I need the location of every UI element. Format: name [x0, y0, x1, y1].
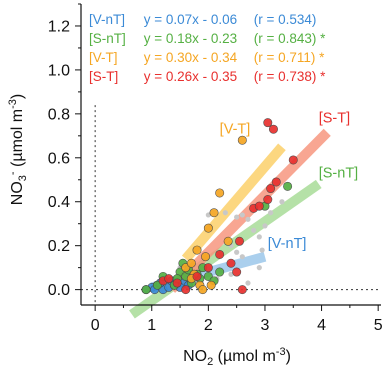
y-tick-label-0: 0.0: [48, 282, 70, 299]
grey-point-2: [234, 214, 240, 220]
grey-point-11: [239, 254, 245, 260]
point-series3-8: [232, 267, 242, 277]
legend-entry-0: [V-nT] y = 0.07x - 0.06 (r = 0.534): [89, 12, 316, 27]
x-tick-label-2: 2: [204, 317, 213, 334]
x-tick-label-0: 0: [91, 317, 100, 334]
grey-point-7: [262, 223, 268, 229]
point-series3-3: [181, 285, 191, 295]
point-series2-8: [215, 188, 225, 198]
grey-point-16: [245, 280, 251, 286]
point-series2-12: [237, 135, 247, 145]
point-series3-2: [172, 278, 182, 288]
y-tick-label-1: 0.2: [48, 238, 70, 255]
point-series3-18: [234, 236, 244, 246]
fit-line-3: [168, 128, 331, 293]
x-tick-label-1: 1: [147, 317, 156, 334]
point-series2-5: [201, 252, 211, 262]
grey-point-6: [256, 234, 262, 240]
grey-point-17: [259, 247, 265, 253]
point-series2-4: [198, 285, 208, 295]
point-series3-15: [288, 155, 298, 165]
legend-entry-1: [S-nT] y = 0.18x - 0.23 (r = 0.843) *: [89, 31, 326, 46]
grey-point-10: [234, 249, 240, 255]
legend-entry-3: [S-T] y = 0.26x - 0.35 (r = 0.738) *: [89, 69, 326, 84]
point-series3-6: [215, 249, 225, 259]
y-tick-label-2: 0.4: [48, 194, 70, 211]
point-series3-5: [203, 263, 213, 273]
grey-point-4: [245, 216, 251, 222]
point-series2-2: [192, 245, 202, 255]
point-series1-17: [283, 181, 293, 191]
point-series3-9: [237, 285, 247, 295]
point-series3-17: [263, 118, 273, 128]
y-tick-label-4: 0.8: [48, 106, 70, 123]
x-tick-label-5: 5: [374, 317, 383, 334]
point-series2-6: [203, 223, 213, 233]
grey-point-8: [279, 199, 285, 205]
y-tick-label-5: 1.0: [48, 62, 70, 79]
y-axis-title: NO3- (µmol m-3): [7, 94, 29, 205]
point-series3-7: [226, 258, 236, 268]
point-series2-1: [186, 258, 196, 268]
point-series3-13: [266, 184, 276, 194]
point-series3-14: [271, 177, 281, 187]
point-series3-12: [263, 195, 273, 205]
fit-line-2: [181, 143, 286, 263]
point-series3-11: [254, 201, 264, 211]
y-tick-label-3: 0.6: [48, 150, 70, 167]
series-label-0: [V-nT]: [268, 236, 307, 252]
series-label-1: [S-nT]: [319, 166, 358, 182]
grey-point-12: [256, 265, 262, 271]
point-series3-1: [164, 274, 174, 284]
x-tick-label-3: 3: [261, 317, 270, 334]
legend-entry-2: [V-T] y = 0.30x - 0.34 (r = 0.711) *: [89, 50, 325, 65]
series-label-2: [V-T]: [220, 122, 251, 138]
x-tick-label-4: 4: [317, 317, 326, 334]
grey-point-3: [239, 212, 245, 218]
point-series2-11: [223, 236, 233, 246]
point-series3-4: [192, 271, 202, 281]
y-tick-label-6: 1.2: [48, 18, 70, 35]
point-series1-14: [215, 267, 225, 277]
grey-point-13: [268, 210, 274, 216]
grey-point-1: [222, 210, 228, 216]
series-label-3: [S-T]: [319, 111, 350, 127]
grey-point-5: [251, 227, 257, 233]
x-axis-title: NO2 (µmol m-3): [183, 346, 291, 367]
point-series1-0: [141, 285, 151, 295]
point-series2-10: [206, 280, 216, 290]
point-series3-16: [268, 124, 278, 134]
point-series2-7: [209, 208, 219, 218]
